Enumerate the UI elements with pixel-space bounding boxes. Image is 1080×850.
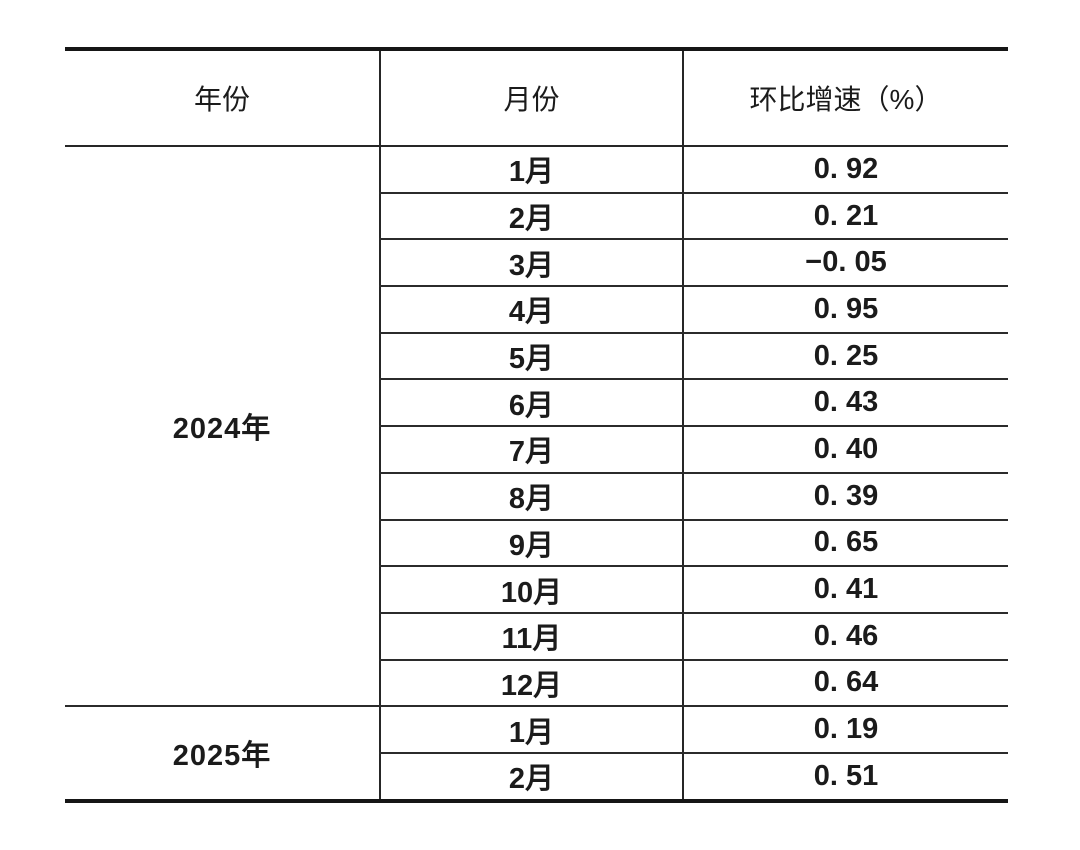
month-cell: 4月 [379,286,683,334]
table-row: 10月 0. 41 [65,566,1008,614]
value-cell: 0. 92 [682,146,1008,194]
value-cell: 0. 40 [682,426,1008,474]
month-cell: 9月 [379,519,683,568]
value-cell: −0. 05 [682,239,1008,288]
table-row: 9月 0. 65 [65,519,1008,568]
month-cell: 2月 [379,752,683,801]
table-row: 2月 0. 21 [65,192,1008,241]
growth-rate-table: 年份 月份 环比增速（%） 2024年 1月 0. 92 2月 0. 21 3月… [65,47,1008,803]
table-row: 4月 0. 95 [65,286,1008,334]
value-cell: 0. 19 [682,706,1008,754]
table-row: 6月 0. 43 [65,379,1008,428]
table-row: 2月 0. 51 [65,752,1008,801]
value-cell: 0. 21 [682,192,1008,241]
table-row: 7月 0. 40 [65,426,1008,474]
month-cell: 11月 [379,612,683,661]
value-cell: 0. 46 [682,612,1008,661]
table-row: 5月 0. 25 [65,332,1008,381]
table-row: 11月 0. 46 [65,612,1008,661]
value-cell: 0. 95 [682,286,1008,334]
month-cell: 5月 [379,332,683,381]
month-cell: 1月 [379,146,683,194]
column-header-growth-rate: 环比增速（%） [682,49,1008,147]
table-row: 2024年 1月 0. 92 [65,146,1008,708]
table-row: 8月 0. 39 [65,472,1008,521]
month-cell: 12月 [379,659,683,708]
year-cell-2024: 2024年 [65,146,380,708]
month-cell: 3月 [379,239,683,288]
table-container: 年份 月份 环比增速（%） 2024年 1月 0. 92 2月 0. 21 3月… [65,47,1008,803]
column-header-month: 月份 [379,49,683,147]
header-row: 年份 月份 环比增速（%） [65,49,1008,147]
month-cell: 7月 [379,426,683,474]
value-cell: 0. 51 [682,752,1008,801]
month-cell: 6月 [379,379,683,428]
value-cell: 0. 65 [682,519,1008,568]
month-cell: 1月 [379,706,683,754]
value-cell: 0. 41 [682,566,1008,614]
year-cell-2025: 2025年 [172,739,272,772]
month-cell: 8月 [379,472,683,521]
column-header-year: 年份 [65,49,380,147]
table-row: 12月 0. 64 [65,659,1008,708]
value-cell: 0. 64 [682,659,1008,708]
month-cell: 2月 [379,192,683,241]
table-row: 3月 −0. 05 [65,239,1008,288]
table-row: 2025年 1月 0. 19 [65,706,1008,772]
month-cell: 10月 [379,566,683,614]
value-cell: 0. 25 [682,332,1008,381]
value-cell: 0. 43 [682,379,1008,428]
value-cell: 0. 39 [682,472,1008,521]
